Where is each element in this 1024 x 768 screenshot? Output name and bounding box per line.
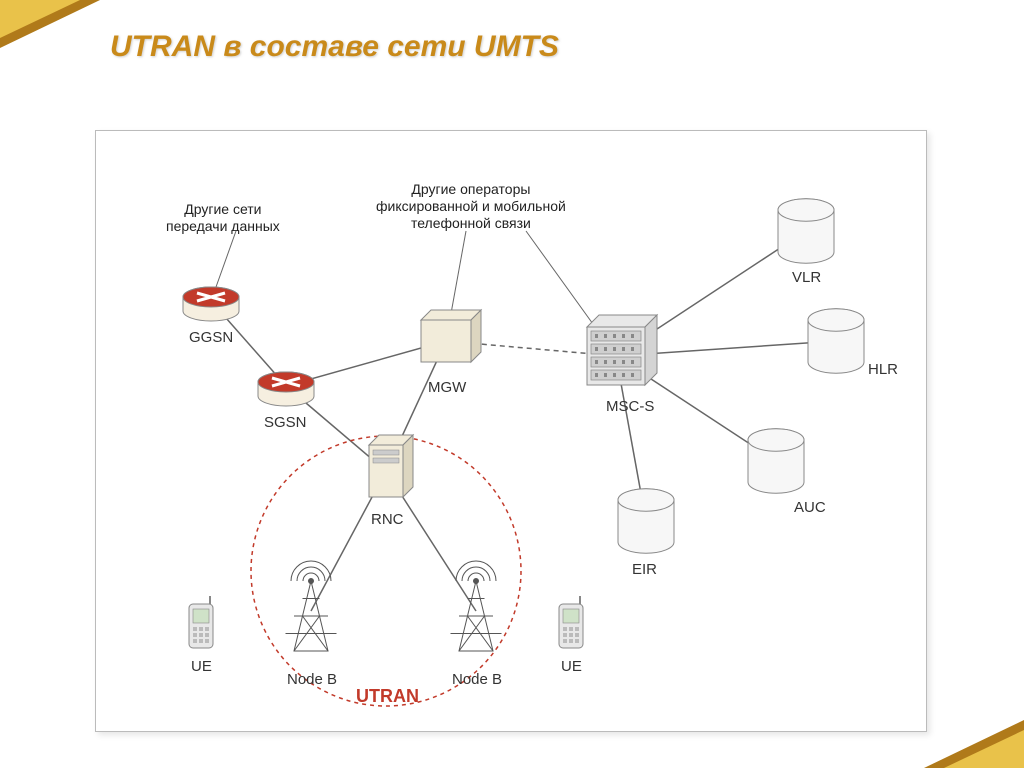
label-ue-1: UE	[191, 658, 212, 675]
label-ggsn: GGSN	[189, 329, 233, 346]
slide-title: UTRAN в составе сети UMTS	[110, 30, 559, 64]
label-rnc: RNC	[371, 511, 404, 528]
label-ue-2: UE	[561, 658, 582, 675]
label-vlr: VLR	[792, 269, 821, 286]
label-sgsn: SGSN	[264, 414, 307, 431]
annotation-other-operators: Другие операторыфиксированной и мобильно…	[376, 181, 566, 231]
label-nodeb-2: Node B	[452, 671, 502, 688]
label-hlr: HLR	[868, 361, 898, 378]
label-utran: UTRAN	[356, 686, 419, 707]
corner-accent-bottom-light	[944, 730, 1024, 768]
label-auc: AUC	[794, 499, 826, 516]
slide: UTRAN в составе сети UMTS Другие сетипер…	[0, 0, 1024, 768]
diagram-canvas: Другие сетипередачи данных Другие операт…	[95, 130, 927, 732]
label-eir: EIR	[632, 561, 657, 578]
label-mgw: MGW	[428, 379, 466, 396]
label-msc-s: MSC-S	[606, 398, 654, 415]
label-nodeb-1: Node B	[287, 671, 337, 688]
corner-accent-top-light	[0, 0, 80, 38]
annotation-other-data-nets: Другие сетипередачи данных	[166, 201, 280, 235]
